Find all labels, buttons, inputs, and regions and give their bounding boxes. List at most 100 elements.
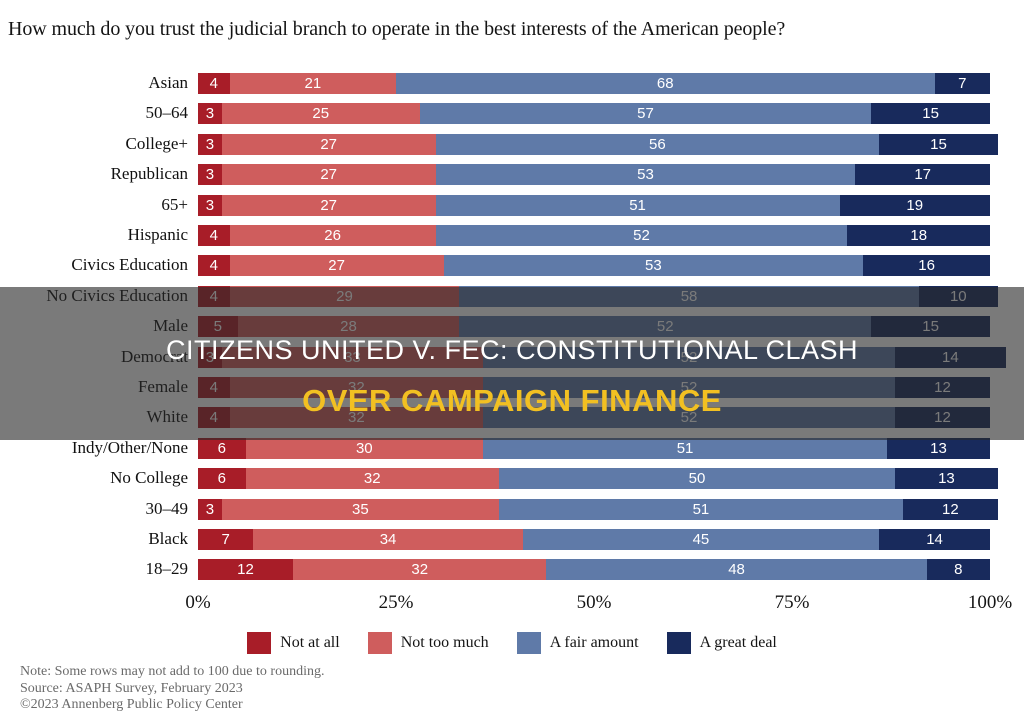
bar-segment: 18 [847,225,990,246]
bar-segment: 17 [855,164,990,186]
bar-segment: 4 [198,377,230,398]
bar-segment: 68 [396,73,935,94]
legend-swatch-icon [367,632,392,654]
row-label-male: Male [153,316,188,336]
legend-item: Not at all [247,632,340,654]
bar-segment: 5 [198,316,238,338]
bar-segment: 48 [546,559,927,581]
table-row: No Civics Education 4 29 58 10 [0,283,1024,309]
bar-segment: 25 [221,103,420,125]
bar-segment: 15 [871,316,990,338]
row-label-college: College+ [125,133,188,153]
bar-segment: 45 [522,529,880,550]
row-label-no-civics-education: No Civics Education [46,285,188,305]
bar-segment: 51 [483,437,888,459]
stacked-bar: 7 34 45 14 [198,529,990,550]
table-row: 65+ 3 27 51 19 [0,192,1024,218]
x-axis-tick: 75% [774,592,810,613]
bar-segment: 3 [198,498,222,520]
table-row: Indy/Other/None 6 30 51 13 [0,435,1024,461]
bar-segment: 56 [435,133,880,155]
bar-segment: 32 [293,559,547,581]
bar-segment: 16 [863,255,990,277]
row-label-65: 65+ [161,194,188,214]
table-row: 18–29 12 32 48 8 [0,556,1024,582]
x-axis-tick: 0% [185,592,211,613]
bar-segment: 27 [221,164,436,186]
bar-segment: 8 [926,559,990,581]
x-axis-tick: 25% [378,592,414,613]
bar-segment: 27 [221,133,436,155]
legend-swatch-icon [666,632,691,654]
legend-item: A great deal [666,632,777,654]
bar-segment: 33 [221,346,484,368]
row-label-hispanic: Hispanic [127,225,188,244]
bar-segment: 3 [198,194,222,216]
stacked-bar: 3 33 52 14 [198,346,1006,368]
bar-segment: 3 [198,103,222,125]
plot-area: Asian 4 21 68 7 50–64 3 25 57 15 College+ 3 27 56 15 Re… [0,70,1024,590]
stacked-bar: 4 32 52 12 [198,377,990,398]
stacked-bar: 4 27 53 16 [198,255,990,277]
table-row: Civics Education 4 27 53 16 [0,252,1024,278]
bar-segment: 30 [245,437,484,459]
bar-segment: 32 [245,468,499,490]
footer-source: Source: ASAPH Survey, February 2023 [20,680,243,696]
bar-segment: 57 [419,103,872,125]
table-row: 50–64 3 25 57 15 [0,100,1024,126]
stacked-bar: 6 32 50 13 [198,468,998,490]
legend-label: A fair amount [549,634,639,651]
legend-label: A great deal [699,634,777,651]
x-axis: 0% 25% 50% 75% 100% [0,592,1024,618]
bar-segment: 14 [879,529,990,550]
footer-note: Note: Some rows may not add to 100 due t… [20,664,325,679]
footer-copyright: ©2023 Annenberg Public Policy Center [20,697,243,712]
table-row: 30–49 3 35 51 12 [0,496,1024,522]
row-label-female: Female [137,377,188,396]
bar-segment: 3 [198,133,222,155]
bar-segment: 3 [198,164,222,186]
row-label-black: Black [148,529,188,548]
table-row: Republican 3 27 53 17 [0,161,1024,187]
stacked-bar: 5 28 52 15 [198,316,990,338]
legend-label: Not too much [400,634,489,651]
legend-item: Not too much [367,632,489,654]
bar-segment: 12 [894,377,990,398]
table-row: White 4 32 52 12 [0,404,1024,430]
stacked-bar: 6 30 51 13 [198,437,990,459]
stacked-bar: 3 35 51 12 [198,498,998,520]
bar-segment: 13 [887,437,990,459]
bar-segment: 50 [498,468,895,490]
bar-segment: 14 [894,346,1006,368]
bar-segment: 15 [871,103,990,125]
bar-segment: 12 [902,498,998,520]
bar-segment: 21 [229,73,396,94]
bar-segment: 28 [237,316,460,338]
table-row: Male 5 28 52 15 [0,313,1024,339]
stacked-bar: 12 32 48 8 [198,559,990,581]
legend-swatch-icon [516,632,541,654]
row-label-asian: Asian [148,73,188,92]
table-row: Hispanic 4 26 52 18 [0,222,1024,248]
bar-segment: 51 [435,194,840,216]
bar-segment: 53 [435,164,856,186]
row-label-50-64: 50–64 [145,103,189,123]
page-title: How much do you trust the judicial branc… [8,18,786,40]
bar-segment: 32 [229,377,484,398]
legend-swatch-icon [247,632,272,654]
bar-segment: 52 [483,377,895,398]
row-label-no-college: No College [110,468,188,488]
stacked-bar: 4 32 52 12 [198,407,990,429]
bar-segment: 10 [918,285,998,307]
bar-segment: 34 [253,529,523,550]
row-label-republican: Republican [110,164,188,184]
x-axis-tick: 50% [576,592,612,613]
legend-label: Not at all [280,634,340,651]
bar-segment: 35 [221,498,499,520]
bar-segment: 19 [839,194,990,216]
stacked-bar: 4 29 58 10 [198,285,998,307]
table-row: Black 7 34 45 14 [0,526,1024,552]
footer-notes: Note: Some rows may not add to 100 due t… [20,664,620,714]
bar-segment: 13 [894,468,998,490]
